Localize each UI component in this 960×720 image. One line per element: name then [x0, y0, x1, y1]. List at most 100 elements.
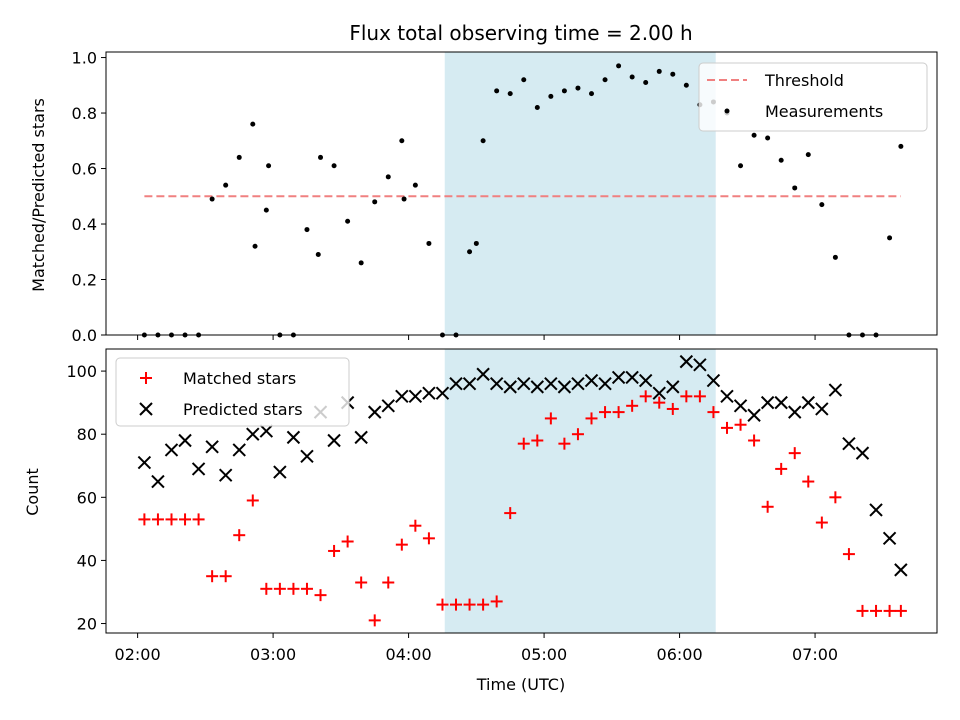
ratio-y-tick-label: 0.4 — [72, 215, 97, 234]
predicted-star-point — [625, 370, 639, 385]
matched-star-point — [300, 582, 313, 595]
time-x-tick-label: 03:00 — [250, 645, 296, 664]
time-x-tick-label: 05:00 — [521, 645, 567, 664]
predicted-star-point — [164, 443, 179, 457]
predicted-star-point — [178, 433, 192, 448]
count-panel-frame — [105, 348, 938, 634]
predicted-star-point — [354, 430, 368, 445]
matched-star-point — [219, 570, 232, 583]
legend-predicted-label: Predicted stars — [183, 400, 303, 419]
measurement-point — [507, 91, 513, 97]
predicted-star-point — [422, 386, 436, 400]
count-y-tick-label: 80 — [77, 425, 97, 444]
legend-measurements-label: Measurements — [765, 102, 883, 121]
measurement-point — [832, 254, 838, 260]
predicted-star-point — [489, 377, 504, 391]
predicted-star-point — [706, 373, 721, 388]
chart-title: Flux total observing time = 2.00 h — [349, 21, 692, 45]
observing-window-span — [444, 349, 716, 633]
predicted-star-point — [598, 377, 612, 391]
matched-star-point — [341, 535, 354, 548]
predicted-star-point — [449, 377, 463, 391]
predicted-star-point — [191, 462, 206, 476]
matched-star-point — [517, 437, 530, 450]
predicted-star-point — [476, 367, 490, 381]
predicted-star-point — [259, 424, 274, 438]
matched-star-point — [138, 513, 151, 526]
measurement-point — [315, 252, 321, 258]
matched-star-point — [395, 538, 408, 551]
predicted-star-point — [842, 436, 856, 451]
matched-star-point — [246, 494, 259, 507]
observing-window-span — [444, 52, 716, 335]
matched-star-point — [287, 582, 300, 595]
measurement-point — [401, 196, 407, 202]
time-x-tick-label: 06:00 — [657, 645, 703, 664]
legend-threshold-label: Threshold — [764, 71, 844, 90]
predicted-star-point — [408, 389, 423, 404]
predicted-star-point — [720, 389, 734, 404]
matched-star-point — [463, 598, 476, 611]
matched-star-point — [206, 570, 219, 583]
measurement-point — [412, 182, 418, 188]
time-x-tick-label: 07:00 — [792, 645, 838, 664]
matched-star-point — [571, 428, 584, 441]
legend-matched-label: Matched stars — [183, 369, 296, 388]
predicted-star-point — [747, 408, 761, 422]
measurement-point — [473, 240, 479, 246]
matched-star-point — [490, 595, 503, 608]
measurement-point — [467, 249, 473, 255]
count-y-tick-label: 60 — [77, 488, 97, 507]
measurement-point — [480, 138, 486, 144]
matched-star-point — [883, 604, 896, 617]
measurement-point — [399, 138, 405, 144]
predicted-star-point — [882, 531, 897, 546]
matched-star-point — [477, 598, 490, 611]
predicted-star-point — [503, 380, 517, 394]
predicted-star-point — [368, 405, 382, 419]
predicted-star-point — [788, 405, 802, 419]
matched-star-point — [504, 507, 517, 520]
measurement-point — [792, 185, 798, 191]
measurement-point — [805, 152, 811, 158]
ratio-panel: 0.0 0.2 0.4 0.6 0.8 1.0 Matched/Predicted sta… — [29, 49, 938, 345]
matched-star-point — [422, 532, 435, 545]
predicted-star-point — [679, 354, 694, 369]
predicted-stars-series — [137, 354, 908, 577]
predicted-star-point — [381, 399, 395, 413]
legend-matched-swatch — [140, 372, 152, 384]
matched-star-point — [179, 513, 192, 526]
predicted-star-point — [246, 427, 260, 441]
count-panel: 20 40 60 80 100 02:00 03:00 04:00 05:00 06:00 07:… — [23, 348, 938, 694]
measurement-point — [358, 260, 364, 266]
matched-star-point — [612, 406, 625, 419]
predicted-star-point — [815, 402, 829, 416]
predicted-star-point — [530, 380, 545, 394]
matched-star-point — [894, 604, 907, 617]
legend-predicted-swatch — [139, 402, 153, 416]
predicted-star-point — [218, 468, 233, 482]
matched-star-point — [707, 406, 720, 419]
predicted-star-point — [774, 395, 788, 410]
matched-star-point — [450, 598, 463, 611]
predicted-star-point — [544, 377, 558, 391]
matched-star-point — [585, 412, 598, 425]
matched-star-point — [788, 447, 801, 460]
measurement-point — [331, 163, 337, 169]
matched-star-point — [734, 418, 747, 431]
matched-star-point — [273, 582, 286, 595]
matched-star-point — [626, 399, 639, 412]
matched-star-point — [192, 513, 205, 526]
predicted-star-point — [869, 503, 883, 517]
measurement-point — [751, 132, 757, 138]
ratio-y-tick-label: 1.0 — [72, 49, 97, 68]
predicted-star-point — [462, 377, 477, 391]
matched-star-point — [382, 576, 395, 589]
measurement-point — [223, 182, 229, 188]
measurement-point — [385, 174, 391, 180]
matched-star-point — [599, 406, 612, 419]
matched-star-point — [544, 412, 557, 425]
matched-star-point — [653, 396, 666, 409]
measurement-point — [521, 77, 527, 83]
